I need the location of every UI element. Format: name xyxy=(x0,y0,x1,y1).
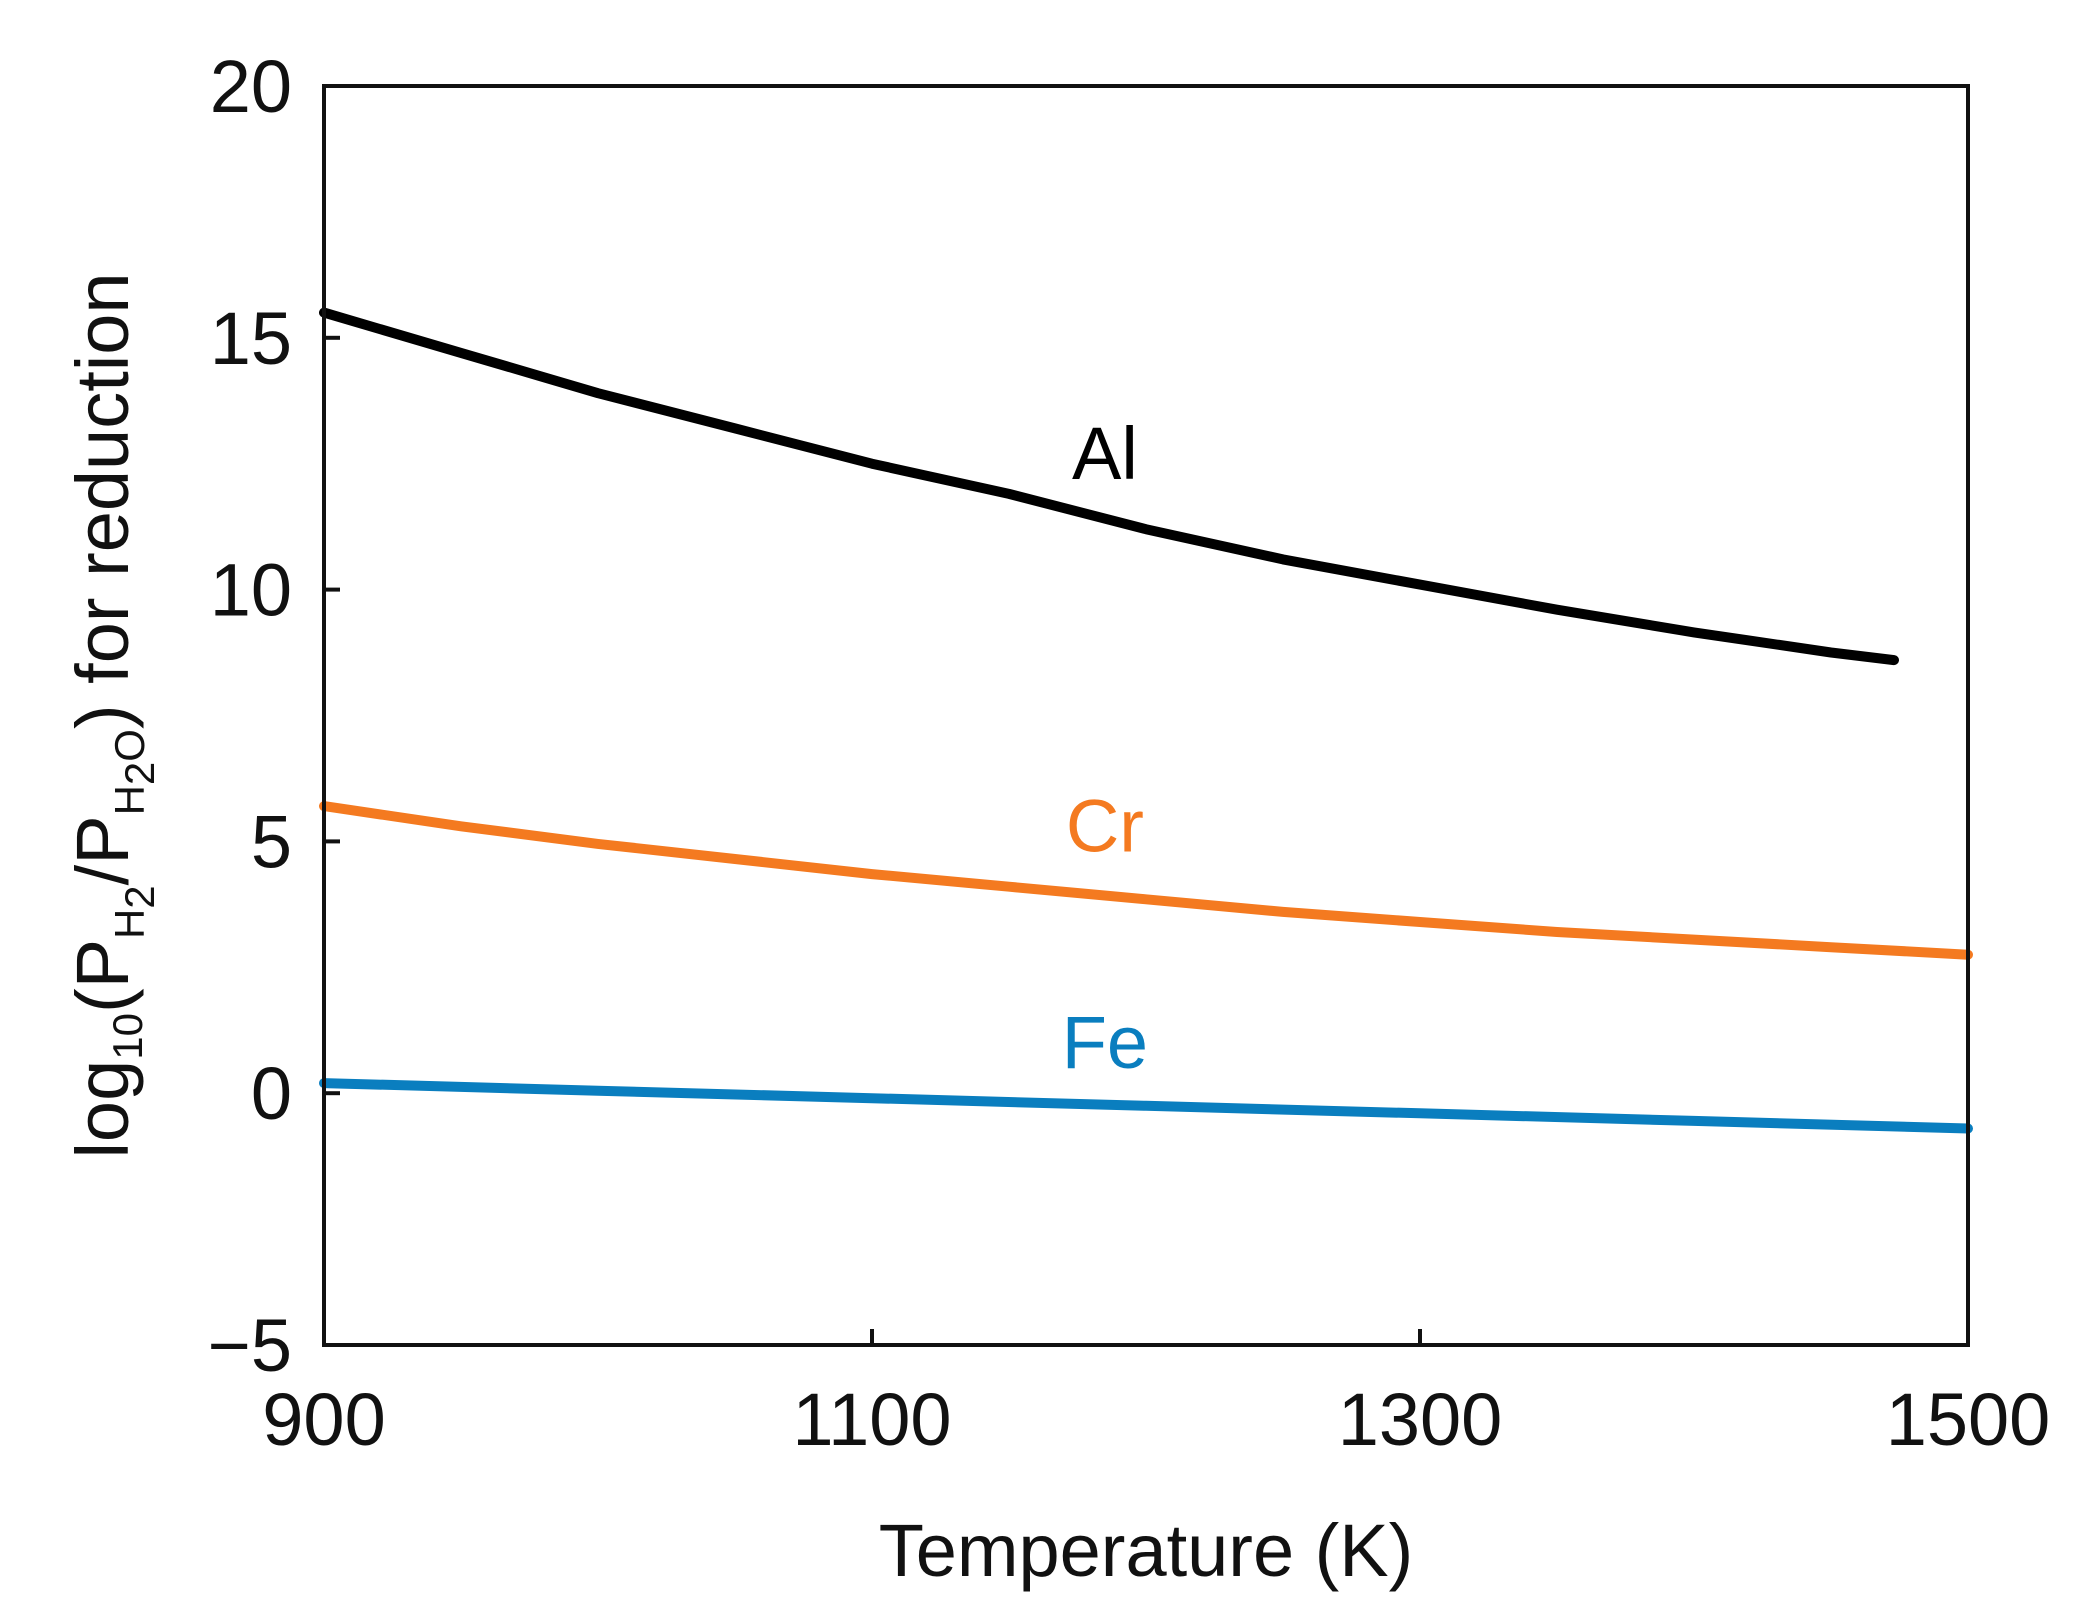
x-tick-label: 1500 xyxy=(1886,1378,2051,1461)
series-line-fe xyxy=(319,1078,1973,1134)
series-label-fe: Fe xyxy=(1062,1001,1148,1084)
plot-frame xyxy=(322,84,1970,1347)
y-tick-label: 5 xyxy=(251,800,292,883)
series-lines xyxy=(319,307,1973,1134)
series-line-al xyxy=(319,307,1899,666)
y-tick-label: 0 xyxy=(251,1052,292,1135)
series-label-cr: Cr xyxy=(1066,784,1144,867)
series-labels: Al Cr Fe xyxy=(1062,412,1148,1084)
x-tick-label: 900 xyxy=(262,1378,385,1461)
x-tick-label: 1100 xyxy=(792,1378,951,1461)
y-tick-label: 10 xyxy=(210,549,292,632)
series-label-al: Al xyxy=(1072,412,1138,495)
tick-labels: 900 1100 1300 1500 −5 0 5 10 15 20 xyxy=(208,45,2051,1461)
y-axis-title: log10(PH2/PH2O) for reduction xyxy=(61,272,163,1158)
x-tick-label: 1300 xyxy=(1338,1378,1503,1461)
x-axis-title: Temperature (K) xyxy=(879,1509,1414,1592)
series-line-cr xyxy=(319,801,1973,960)
y-tick-label: 15 xyxy=(210,297,292,380)
y-tick-label: 20 xyxy=(210,45,292,128)
y-tick-label: −5 xyxy=(208,1304,292,1387)
